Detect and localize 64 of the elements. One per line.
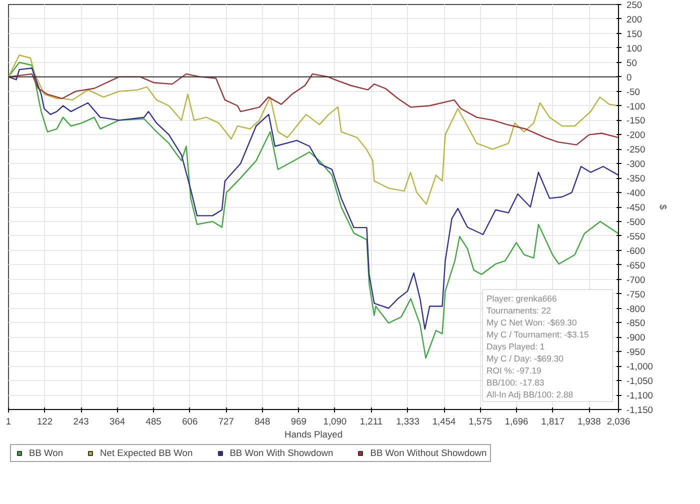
y-tick-label: 250 — [626, 0, 642, 10]
annotation: My C / Tournament: -$3.15 — [486, 330, 590, 340]
y-tick-label: 150 — [626, 28, 642, 39]
y-tick-label: -700 — [626, 274, 646, 285]
y-tick-label: -100 — [626, 101, 646, 112]
x-tick-label: 243 — [73, 416, 89, 426]
annotation: My C Net Won: -$69.30 — [486, 318, 577, 328]
x-tick-label: 1,696 — [504, 416, 528, 426]
x-tick-label: 606 — [182, 416, 198, 426]
x-tick-label: 122 — [36, 416, 53, 426]
y-tick-label: -650 — [626, 260, 646, 270]
x-tick-label: 1,575 — [468, 416, 492, 426]
y-tick-label: 100 — [626, 43, 642, 54]
legend-label: BB Won — [29, 448, 64, 458]
annotation: My C / Day: -$69.30 — [486, 354, 564, 364]
y-tick-label: -1,050 — [626, 376, 653, 386]
y-tick-label: 0 — [626, 72, 632, 82]
y-tick-label: -300 — [626, 159, 646, 170]
y-tick-label: -250 — [626, 144, 646, 155]
annotation: BB/100: -17.83 — [486, 378, 544, 388]
x-tick-label: 848 — [254, 416, 270, 426]
x-tick-label: 1 — [6, 416, 12, 426]
x-tick-label: 485 — [146, 416, 162, 426]
x-tick-label: 1,211 — [360, 416, 383, 426]
y-tick-label: -950 — [626, 347, 646, 358]
x-tick-label: 1,333 — [396, 416, 420, 426]
y-tick-label: -1,000 — [626, 362, 653, 372]
y-tick-label: -800 — [626, 304, 646, 314]
y-tick-label: -200 — [626, 130, 646, 140]
y-tick-label: -50 — [626, 86, 640, 97]
y-tick-label: -600 — [626, 246, 646, 256]
y-tick-label: 200 — [626, 14, 642, 24]
y-tick-label: -400 — [626, 188, 646, 198]
annotation: ROI %: -97.19 — [486, 366, 542, 376]
annotation: Days Played: 1 — [486, 342, 545, 352]
x-axis-title: Hands Played — [284, 430, 343, 440]
y-axis-title: $ — [658, 204, 668, 210]
legend-label: BB Won Without Showdown — [370, 448, 487, 458]
x-tick-label: 727 — [218, 416, 234, 426]
y-tick-label: -750 — [626, 289, 646, 300]
x-tick-label: 1,454 — [432, 416, 456, 426]
annotation: Tournaments: 22 — [486, 306, 552, 316]
y-tick-label: -550 — [626, 231, 646, 242]
y-tick-label: -450 — [626, 202, 646, 212]
line-series — [8, 54, 618, 205]
y-tick-label: -500 — [626, 216, 646, 227]
y-tick-label: -850 — [626, 318, 646, 328]
x-tick-label: 1,938 — [577, 416, 601, 426]
y-tick-label: -1,100 — [626, 390, 653, 401]
y-tick-label: -350 — [626, 174, 646, 184]
y-tick-label: -1,150 — [626, 405, 653, 415]
x-tick-label: 1,817 — [541, 416, 565, 426]
x-tick-label: 1,090 — [323, 416, 347, 426]
x-tick-label: 364 — [110, 416, 126, 426]
y-tick-label: 50 — [626, 58, 637, 68]
y-tick-label: -900 — [626, 332, 646, 343]
y-tick-label: -150 — [626, 116, 646, 126]
line-series — [8, 73, 618, 146]
legend-label: Net Expected BB Won — [100, 448, 193, 458]
x-tick-label: 969 — [290, 416, 306, 426]
annotation: All-In Adj BB/100: 2.88 — [486, 390, 574, 400]
annotation: Player: grenka666 — [486, 294, 557, 304]
x-tick-label: 2,036 — [606, 416, 630, 426]
legend-label: BB Won With Showdown — [230, 448, 334, 458]
